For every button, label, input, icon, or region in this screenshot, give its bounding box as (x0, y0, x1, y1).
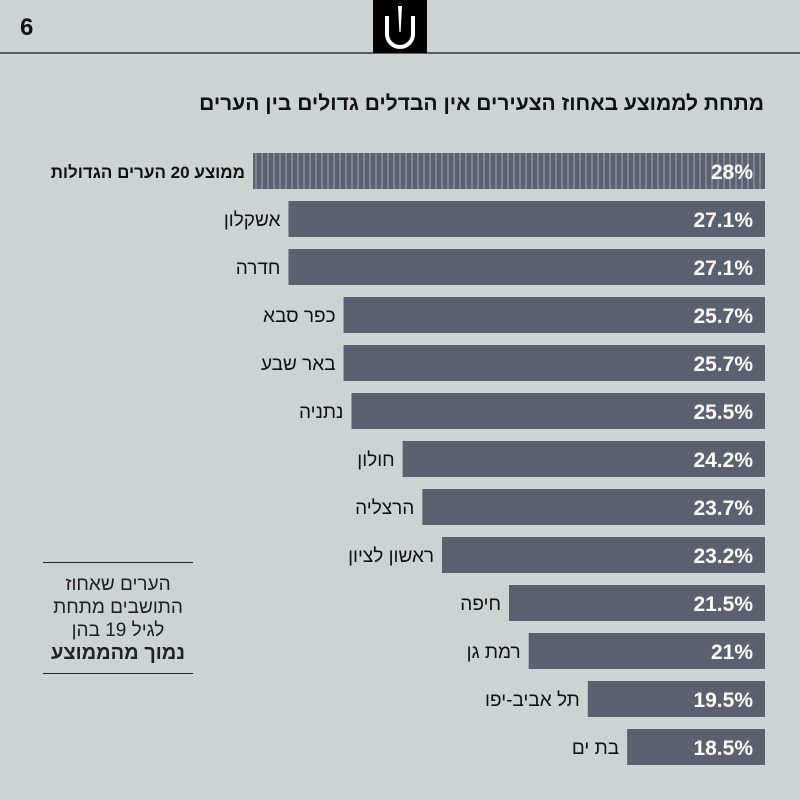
category-label: ממוצע 20 הערים הגדולות (51, 163, 245, 182)
bar-value-label: 28% (711, 161, 753, 184)
category-label: חולון (357, 450, 394, 471)
category-label: בת ים (572, 738, 619, 759)
bar (343, 345, 765, 381)
bar (442, 537, 765, 573)
bar-value-label: 27.1% (693, 257, 753, 280)
bar (343, 297, 765, 333)
category-label: אשקלון (224, 210, 281, 231)
bar-value-label: 24.2% (693, 449, 753, 472)
bar-value-label: 19.5% (693, 689, 753, 712)
category-label: חיפה (460, 594, 501, 615)
note-line: הערים שאחוז (65, 574, 171, 595)
bar-value-label: 21.5% (693, 593, 753, 616)
bar-value-label: 23.7% (693, 497, 753, 520)
u-with-spike-logo (373, 0, 427, 53)
bar (288, 201, 765, 237)
note-bold-line: נמוך מהממוצע (51, 642, 185, 664)
bar (288, 249, 765, 285)
category-label: חדרה (236, 258, 281, 279)
bar (402, 441, 765, 477)
bar (509, 585, 765, 621)
note-line: התושבים מתחת (53, 597, 183, 618)
bar-value-label: 27.1% (693, 209, 753, 232)
note-line: לגיל 19 בהן (71, 620, 165, 641)
legend-note: הערים שאחוז התושבים מתחת לגיל 19 בהן נמו… (43, 562, 193, 674)
page-number: 6 (20, 14, 34, 41)
bar-value-label: 25.5% (693, 401, 753, 424)
bar-value-label: 25.7% (693, 353, 753, 376)
bar-value-label: 18.5% (693, 737, 753, 760)
header-divider (0, 52, 800, 54)
chart-title: מתחת לממוצע באחוז הצעירים אין הבדלים גדו… (199, 92, 764, 115)
category-label: כפר סבא (263, 306, 336, 327)
category-label: רמת גן (467, 642, 521, 663)
bar (528, 633, 765, 669)
bar (627, 729, 765, 765)
bar-value-label: 25.7% (693, 305, 753, 328)
average-bar (253, 153, 765, 189)
category-label: הרצליה (355, 498, 414, 519)
bar-value-label: 23.2% (693, 545, 753, 568)
category-label: באר שבע (261, 354, 336, 375)
category-label: ראשון לציון (348, 546, 434, 567)
bar (587, 681, 765, 717)
category-label: נתניה (299, 402, 344, 423)
bar-value-label: 21% (711, 641, 753, 664)
bar (422, 489, 765, 525)
bar (351, 393, 765, 429)
category-label: תל אביב-יפו (485, 690, 580, 711)
